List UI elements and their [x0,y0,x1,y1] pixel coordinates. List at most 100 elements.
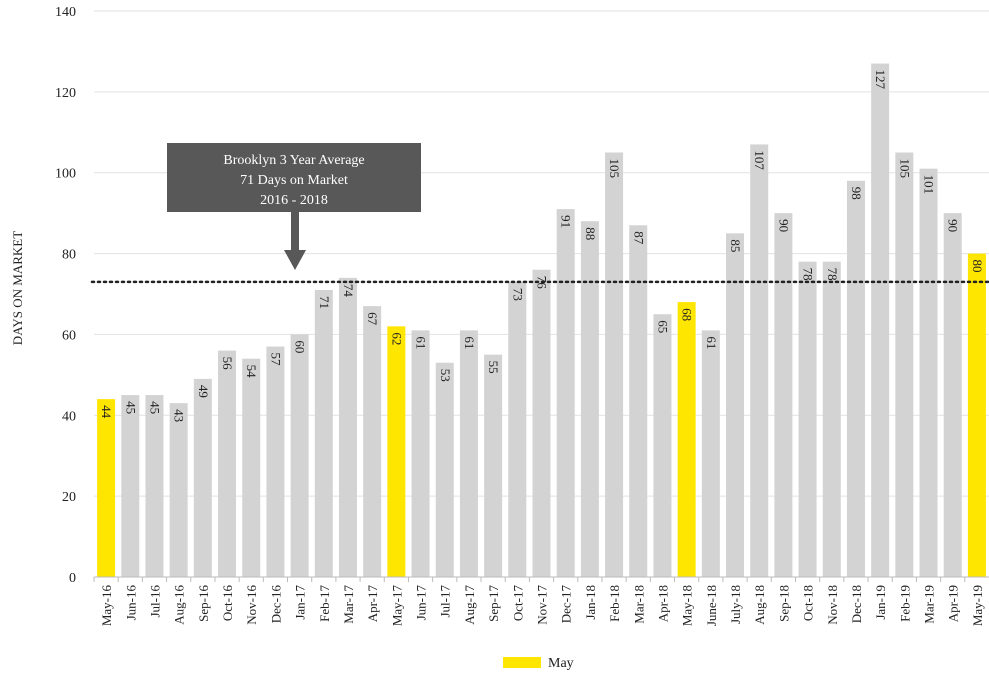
value-label: 107 [752,150,767,170]
x-tick-label: Jun-17 [414,585,429,621]
value-label: 55 [486,361,501,374]
bar [242,358,261,577]
x-tick-label: Mar-17 [341,585,356,624]
x-tick-label: Sep-17 [486,585,501,622]
value-label: 85 [728,239,743,252]
value-label: 61 [462,336,477,349]
bar [701,330,720,577]
x-tick-label: Feb-17 [317,585,332,622]
plot: 0 20 40 60 80 100 120 140 44 May-16 45 Jun-16 45 Jul-… [55,5,989,626]
x-tick-label: June-18 [704,585,719,626]
x-tick-label: Oct-16 [220,585,235,622]
legend: May [503,656,574,671]
bar [145,395,164,577]
bar [726,233,745,577]
annotation-text: 71 Days on Market [240,173,348,188]
bar [387,326,406,577]
bar [798,261,817,577]
bar [629,225,648,577]
bar [580,221,599,577]
x-tick-label: Jun-16 [123,585,138,621]
value-label: 78 [825,268,840,281]
x-tick-label: Apr-17 [365,585,380,623]
x-tick-label: Aug-16 [172,585,187,625]
x-tick-label: Jan-19 [873,585,888,620]
x-tick-label: Nov-18 [825,585,840,625]
x-tick-label: Sep-16 [196,585,211,622]
bar [943,213,962,577]
y-axis-label: DAYS ON MARKET [10,231,25,345]
value-label: 98 [849,187,864,200]
x-tick-label: Apr-19 [946,585,961,622]
arrow-shaft [291,212,299,252]
x-tick-label: Aug-17 [462,585,477,625]
bar [435,362,454,577]
x-tick-label: Aug-18 [752,585,767,625]
bar [218,350,237,577]
value-label: 43 [172,409,187,422]
x-tick-label: Feb-19 [897,585,912,622]
value-label: 90 [946,219,961,232]
bar [871,63,890,578]
bar [169,403,188,577]
y-tick-label: 20 [62,490,76,505]
value-label: 62 [389,332,404,345]
value-label: 54 [244,365,259,379]
x-tick-label: Jan-17 [293,585,308,620]
x-tick-label: Apr-18 [655,585,670,622]
x-tick-label: May-19 [970,585,985,626]
bar [193,378,212,577]
value-label: 56 [220,357,235,371]
y-tick-label: 100 [55,167,76,182]
value-label: 87 [631,231,646,245]
value-label: 49 [196,385,211,398]
value-label: 67 [365,312,380,326]
value-label: 127 [873,70,888,90]
value-label: 71 [317,296,332,309]
x-tick-label: Dec-17 [559,585,574,624]
value-label: 101 [922,175,937,195]
value-label: 44 [99,405,114,419]
legend-label: May [548,656,574,671]
bar [532,269,551,577]
bar [411,330,430,577]
bar [556,209,575,577]
y-tick-label: 80 [62,248,76,263]
x-tick-label: Nov-16 [244,585,259,625]
value-label: 88 [583,227,598,240]
x-tick-label: Feb-18 [607,585,622,622]
x-tick-label: Jan-18 [583,585,598,620]
x-tick-label: Dec-16 [268,585,283,624]
value-label: 90 [776,219,791,232]
bar [750,144,769,577]
arrow-head [284,250,306,270]
bar [895,152,914,577]
value-label: 65 [655,320,670,333]
bar [653,314,672,577]
bar [822,261,841,577]
bar [121,395,140,577]
value-label: 45 [147,401,162,414]
x-tick-label: May-18 [680,585,695,626]
bar [605,152,624,577]
y-tick-label: 140 [55,5,76,20]
bar [508,281,527,577]
x-tick-label: Jul-17 [438,585,453,618]
y-tick-label: 120 [55,86,76,101]
bar [919,168,938,577]
x-tick-label: Dec-18 [849,585,864,623]
value-label: 68 [680,308,695,321]
y-tick-label: 60 [62,328,76,343]
x-tick-label: Sep-18 [776,585,791,622]
bar [484,354,503,577]
value-label: 57 [268,353,283,367]
value-label: 105 [607,159,622,179]
bar [314,289,333,577]
value-label: 53 [438,369,453,382]
bar [967,253,986,578]
value-label: 80 [970,260,985,273]
bar [846,180,865,578]
x-tick-label: May-16 [99,585,114,627]
x-tick-label: Mar-19 [922,585,937,624]
